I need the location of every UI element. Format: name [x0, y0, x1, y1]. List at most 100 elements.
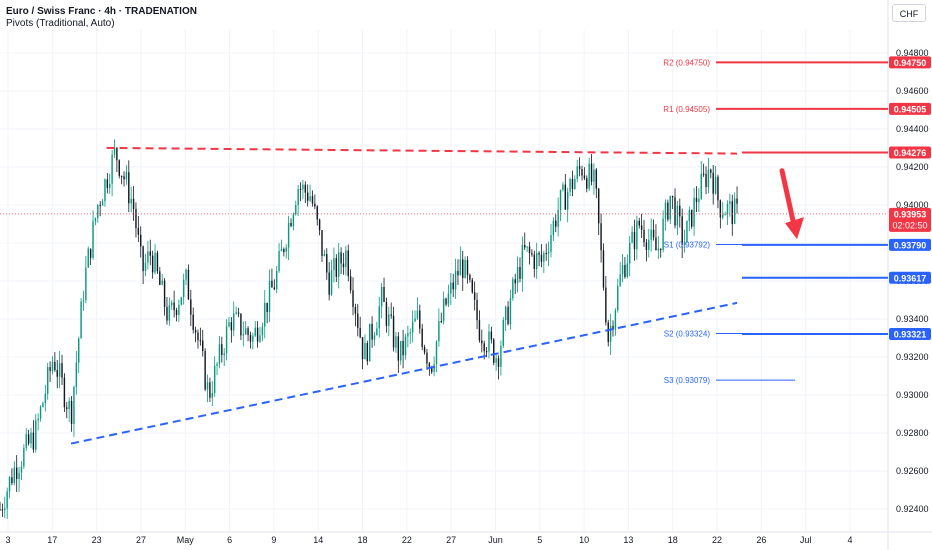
candle	[175, 309, 178, 315]
candle	[42, 402, 44, 407]
candle	[252, 335, 254, 342]
candle	[116, 147, 118, 161]
candle	[450, 282, 452, 294]
candle	[259, 335, 261, 342]
candle	[92, 221, 94, 258]
candle	[202, 340, 204, 352]
candle	[533, 254, 536, 269]
candle	[724, 214, 726, 216]
candle	[695, 197, 698, 203]
candle	[151, 255, 154, 273]
price-label: 0.94505	[894, 104, 927, 114]
y-tick-label: 0.94800	[896, 48, 929, 58]
candle	[714, 176, 717, 194]
candle	[345, 250, 347, 268]
candle	[614, 310, 617, 330]
candle	[421, 328, 423, 347]
candle	[256, 327, 259, 342]
candle	[194, 329, 197, 333]
candle	[407, 333, 409, 337]
candle	[559, 189, 562, 211]
candle	[352, 290, 354, 308]
candle	[37, 418, 39, 421]
candle	[347, 250, 349, 277]
price-label-bg	[889, 146, 931, 159]
candle	[469, 274, 471, 280]
x-tick-label: 18	[358, 535, 368, 545]
candle	[392, 315, 395, 348]
resistance-trendline[interactable]	[106, 146, 738, 155]
candle	[555, 220, 557, 227]
candle	[285, 247, 287, 253]
candle	[581, 169, 583, 176]
candle	[156, 252, 159, 272]
candle	[643, 229, 645, 243]
candle	[595, 169, 598, 189]
candle	[4, 508, 6, 511]
candle	[562, 184, 564, 190]
candle	[275, 270, 278, 290]
current-price-bg	[889, 207, 931, 232]
candle	[54, 362, 56, 371]
candle	[612, 325, 614, 330]
candle	[166, 306, 168, 321]
candle	[366, 343, 369, 362]
arrow-head	[785, 217, 804, 240]
candle	[106, 179, 109, 188]
candle	[605, 287, 607, 323]
candle	[550, 235, 552, 252]
candle	[636, 220, 638, 250]
candle	[221, 344, 223, 356]
indicator-title: Pivots (Traditional, Auto)	[6, 18, 115, 29]
candle	[180, 297, 182, 305]
candle	[361, 337, 364, 360]
candle	[578, 166, 581, 170]
candle	[540, 254, 543, 262]
candle	[452, 282, 454, 290]
candle	[400, 340, 402, 361]
currency-button[interactable]: CHF	[892, 4, 926, 22]
candle	[512, 279, 514, 299]
candle	[547, 251, 550, 254]
support-trendline[interactable]	[70, 301, 738, 445]
candle	[500, 345, 502, 367]
candle	[73, 386, 75, 424]
candle	[199, 340, 202, 342]
y-tick-label: 0.93200	[896, 352, 929, 362]
candle	[710, 169, 712, 173]
candle	[383, 286, 385, 302]
candle	[471, 279, 473, 293]
candle	[333, 258, 335, 271]
candle	[426, 352, 428, 364]
candle	[302, 184, 304, 190]
candle	[373, 335, 376, 340]
candle	[120, 175, 123, 177]
candle	[326, 254, 328, 273]
candle	[402, 340, 404, 356]
candle	[473, 292, 476, 300]
candle	[8, 477, 11, 492]
candle	[209, 382, 211, 398]
x-tick-label: 4	[847, 535, 852, 545]
candle	[497, 358, 500, 367]
candle	[144, 262, 147, 272]
candle	[531, 253, 533, 255]
candle	[135, 209, 137, 229]
candle	[588, 163, 590, 189]
candle	[433, 364, 435, 372]
candle	[619, 274, 621, 286]
candle	[192, 314, 194, 330]
candle	[0, 509, 1, 511]
candle	[493, 339, 495, 363]
candle	[502, 319, 504, 346]
candle	[264, 302, 266, 327]
candle	[729, 201, 731, 204]
candle	[314, 203, 316, 207]
candle	[368, 323, 371, 362]
candle	[390, 314, 392, 316]
candle	[462, 259, 464, 278]
x-tick-label: Jul	[800, 535, 812, 545]
x-tick-label: 3	[5, 535, 10, 545]
candle	[68, 400, 70, 410]
